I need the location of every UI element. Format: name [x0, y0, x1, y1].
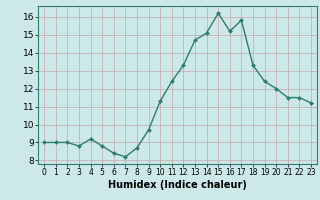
X-axis label: Humidex (Indice chaleur): Humidex (Indice chaleur)	[108, 180, 247, 190]
